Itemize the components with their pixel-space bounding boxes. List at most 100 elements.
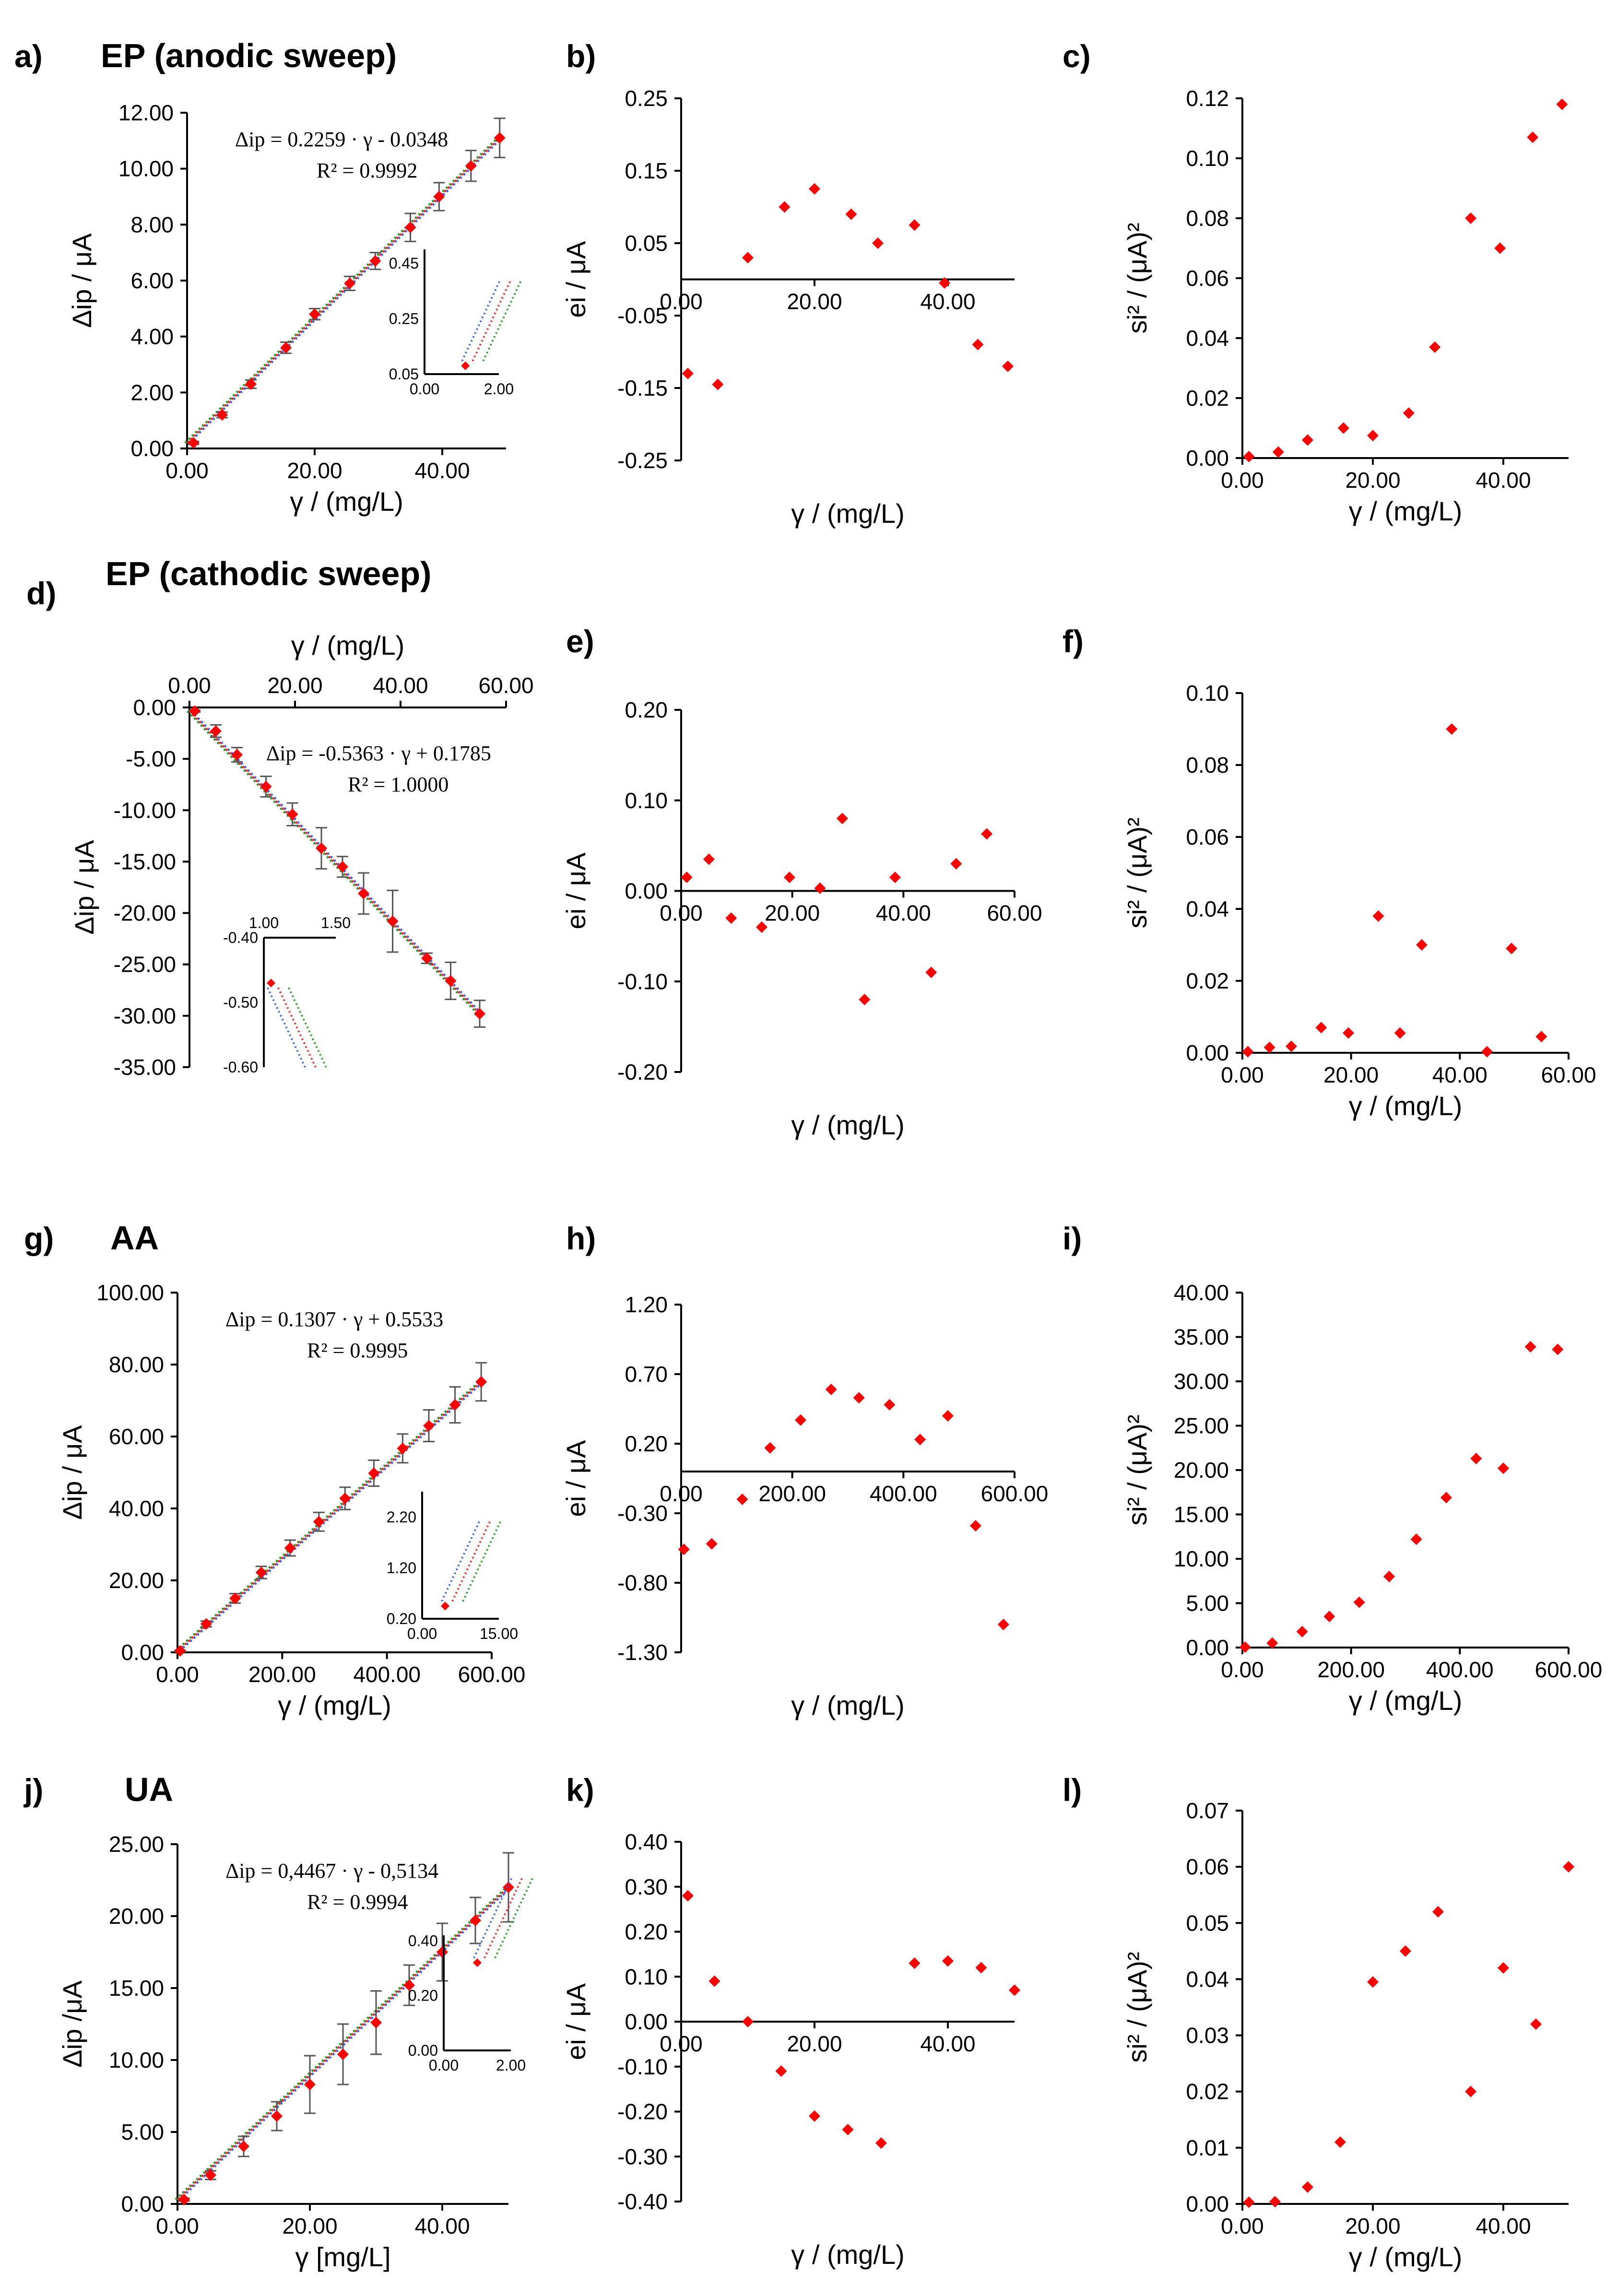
y-tick-label-i: 40.00	[1174, 1280, 1229, 1305]
y-tick-label-c: 0.08	[1186, 206, 1229, 231]
data-point-d	[316, 842, 327, 854]
y-tick-label-a: 4.00	[130, 324, 174, 349]
y-tick-label-g: 80.00	[109, 1352, 164, 1377]
data-point-a	[494, 132, 506, 144]
y-axis-label-e: ei / μA	[561, 852, 591, 930]
data-point-l	[1432, 1906, 1444, 1918]
y-tick-label-k: -0.10	[617, 2054, 668, 2079]
fit-line-a	[184, 137, 499, 444]
equation-j: Δip = 0,4467 · γ - 0,5134	[225, 1859, 438, 1883]
panel-label-l: l)	[1062, 1772, 1082, 1808]
y-tick-label-j: 20.00	[109, 1904, 164, 1929]
panel-label-c: c)	[1062, 38, 1091, 74]
fit-line-g	[177, 1381, 482, 1652]
data-point-c	[1494, 242, 1506, 254]
data-point-f	[1394, 1027, 1406, 1039]
y-tick-label-i: 15.00	[1174, 1502, 1229, 1527]
data-point-g	[423, 1420, 435, 1432]
data-point-l	[1243, 2196, 1255, 2208]
panel-label-h: h)	[566, 1221, 596, 1256]
y-tick-label-a: 12.00	[118, 100, 174, 125]
fit-line-j	[178, 1886, 511, 2201]
x-axis-label-j: γ [mg/L]	[295, 2242, 390, 2272]
inset-y-tick-j: 0.00	[408, 2042, 438, 2059]
inset-fit-line-d	[277, 987, 318, 1070]
data-point-e	[950, 858, 962, 870]
data-point-k	[708, 1975, 720, 1987]
inset-x-tick-a: 2.00	[484, 380, 514, 398]
y-tick-label-i: 25.00	[1174, 1413, 1229, 1438]
data-point-d	[260, 781, 272, 792]
data-point-e	[725, 912, 737, 924]
x-tick-label-b: 0.00	[660, 289, 703, 314]
data-point-c	[1367, 430, 1379, 442]
data-point-k	[682, 1890, 694, 1902]
data-point-c	[1527, 131, 1539, 143]
y-tick-label-h: -0.80	[617, 1570, 668, 1595]
x-tick-label-k: 40.00	[920, 2031, 975, 2056]
fit-line-g	[175, 1381, 480, 1652]
data-point-b	[1002, 360, 1014, 372]
data-point-g	[339, 1493, 351, 1504]
data-point-k	[1009, 1984, 1020, 1996]
y-tick-label-e: 0.20	[625, 697, 668, 722]
x-tick-label-i: 200.00	[1317, 1657, 1385, 1682]
inset-x-tick-g: 15.00	[480, 1625, 518, 1642]
data-point-c	[1302, 434, 1313, 446]
x-tick-label-l: 20.00	[1345, 2214, 1400, 2238]
data-point-l	[1563, 1861, 1574, 1873]
inset-fit-line-d	[288, 987, 328, 1070]
inset-x-tick-a: 0.00	[410, 380, 439, 398]
data-point-l	[1302, 2181, 1313, 2193]
x-tick-label-f: 60.00	[1541, 1062, 1596, 1087]
y-tick-label-g: 60.00	[109, 1424, 164, 1449]
data-point-a	[188, 437, 200, 449]
inset-fit-line-g	[451, 1519, 492, 1602]
y-tick-label-l: 0.01	[1186, 2135, 1229, 2160]
data-point-g	[201, 1618, 212, 1630]
data-point-g	[174, 1645, 186, 1657]
data-point-i	[1296, 1625, 1308, 1637]
data-point-f	[1372, 910, 1384, 922]
data-point-f	[1286, 1040, 1297, 1052]
y-tick-label-l: 0.06	[1186, 1854, 1229, 1879]
y-tick-label-g: 40.00	[109, 1496, 164, 1521]
y-tick-label-d: -30.00	[114, 1003, 176, 1028]
data-point-j	[337, 2049, 349, 2060]
y-tick-label-a: 6.00	[130, 268, 174, 293]
y-tick-label-c: 0.12	[1186, 86, 1229, 111]
data-point-a	[245, 378, 257, 390]
y-tick-label-j: 15.00	[109, 1976, 164, 2001]
data-point-f	[1481, 1046, 1493, 1058]
inset-fit-line-g	[441, 1519, 481, 1602]
y-axis-label-f: si² / (μA)²	[1122, 817, 1152, 928]
x-axis-label-h: γ / (mg/L)	[791, 1690, 904, 1720]
x-tick-label-g: 400.00	[353, 1662, 421, 1687]
data-point-f	[1416, 939, 1428, 951]
panel-label-j: j)	[23, 1772, 43, 1808]
x-tick-label-d: 40.00	[373, 673, 428, 698]
y-tick-label-d: -15.00	[114, 849, 176, 874]
data-point-l	[1498, 1962, 1509, 1974]
y-tick-label-j: 5.00	[121, 2119, 164, 2144]
y-tick-label-l: 0.02	[1186, 2079, 1229, 2104]
data-point-e	[889, 871, 901, 883]
data-point-h	[942, 1410, 954, 1422]
inset-y-tick-a: 0.45	[389, 255, 419, 272]
fit-line-j	[175, 1886, 508, 2201]
fit-line-a	[186, 137, 501, 444]
x-axis-label-c: γ / (mg/L)	[1349, 496, 1462, 526]
inset-y-tick-d: -0.50	[223, 994, 258, 1011]
data-point-f	[1535, 1031, 1547, 1043]
inset-y-tick-g: 1.20	[387, 1559, 416, 1577]
data-point-k	[909, 1957, 921, 1969]
x-tick-label-f: 0.00	[1221, 1062, 1264, 1087]
data-point-e	[703, 853, 715, 865]
data-point-b	[682, 367, 694, 379]
inset-x-tick-d: 1.50	[321, 914, 351, 931]
y-tick-label-e: -0.10	[617, 969, 668, 994]
y-tick-label-l: 0.00	[1186, 2191, 1229, 2216]
y-tick-label-c: 0.06	[1186, 266, 1229, 291]
y-tick-label-h: 0.70	[625, 1362, 668, 1387]
